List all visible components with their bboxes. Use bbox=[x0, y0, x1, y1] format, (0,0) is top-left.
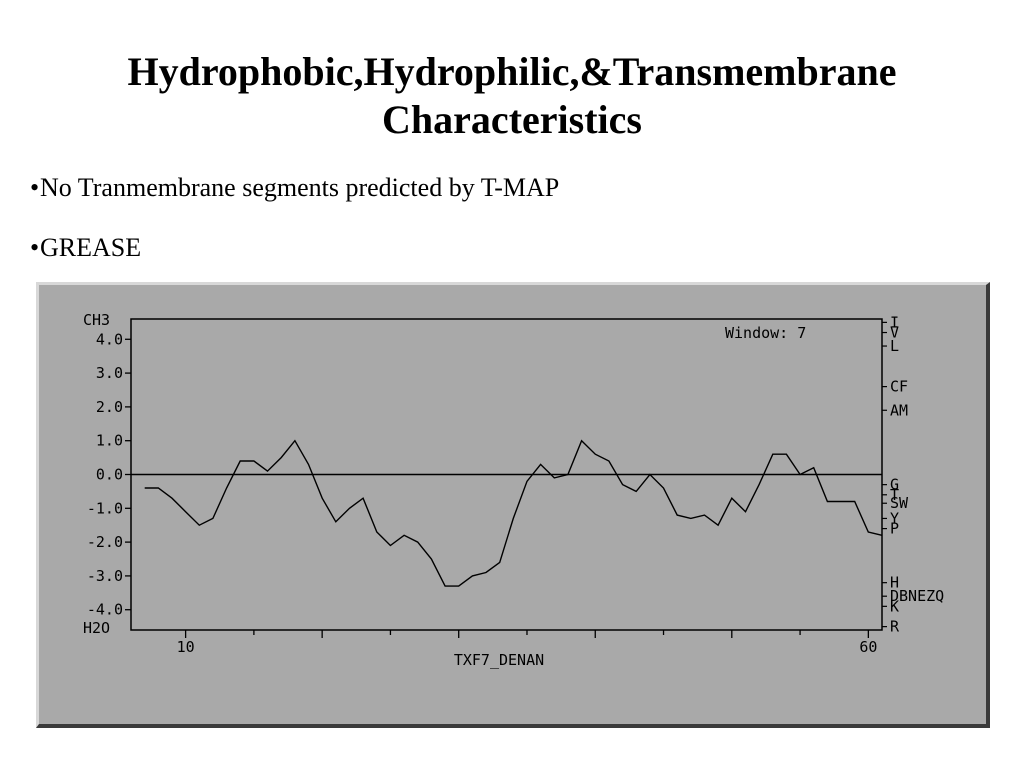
y-tick-label: 0.0 bbox=[96, 466, 123, 484]
y-tick-label: -4.0 bbox=[87, 601, 123, 619]
title-line-1: Hydrophobic,Hydrophilic,&Transmembrane bbox=[127, 49, 897, 94]
bullet-dot-icon: • bbox=[30, 173, 40, 202]
residue-label: H bbox=[890, 574, 899, 592]
bullet-item: •No Tranmembrane segments predicted by T… bbox=[30, 172, 559, 204]
residue-label: R bbox=[890, 618, 900, 636]
title-line-2: Characteristics bbox=[382, 97, 642, 142]
residue-label: V bbox=[890, 324, 899, 342]
hydropathy-plot: Window: 7 CH3 H2O TXF7_DENAN 4.0 3.0 2.0 1.… bbox=[83, 311, 944, 669]
residue-label: CF bbox=[890, 378, 908, 396]
residue-label: P bbox=[890, 520, 899, 538]
window-label: Window: 7 bbox=[725, 324, 806, 342]
residue-label: DBNEZQ bbox=[890, 587, 944, 605]
bullet-text: No Tranmembrane segments predicted by T-… bbox=[40, 173, 560, 202]
y-tick-label: 3.0 bbox=[96, 364, 123, 382]
bullet-item: •GREASE bbox=[30, 232, 559, 264]
bullet-list: •No Tranmembrane segments predicted by T… bbox=[30, 172, 559, 292]
residue-label: G bbox=[890, 476, 899, 494]
x-axis-ticks: 10 60 bbox=[177, 630, 877, 656]
residue-label: T bbox=[890, 486, 899, 504]
residue-label: L bbox=[890, 337, 899, 355]
y-tick-label: 2.0 bbox=[96, 398, 123, 416]
residue-label: Y bbox=[890, 509, 899, 527]
slide-title: Hydrophobic,Hydrophilic,&Transmembrane C… bbox=[0, 48, 1024, 144]
x-axis-label: TXF7_DENAN bbox=[454, 651, 544, 669]
y-tick-label: -3.0 bbox=[87, 567, 123, 585]
y-tick-label: -1.0 bbox=[87, 499, 123, 517]
residue-label: I bbox=[890, 313, 899, 331]
residue-label: K bbox=[890, 597, 899, 615]
y-tick-label: 4.0 bbox=[96, 330, 123, 348]
residue-label: SW bbox=[890, 494, 909, 512]
y-axis-ticks: 4.0 3.0 2.0 1.0 0.0 -1.0 -2.0 -3.0 -4.0 bbox=[87, 330, 131, 619]
x-tick-label: 10 bbox=[177, 638, 195, 656]
hydropathy-plot-panel: Window: 7 CH3 H2O TXF7_DENAN 4.0 3.0 2.0 1.… bbox=[36, 282, 990, 728]
x-tick-label: 60 bbox=[859, 638, 877, 656]
bottom-scale-label: H2O bbox=[83, 619, 110, 637]
bullet-text: GREASE bbox=[40, 233, 142, 262]
hydropathy-series-line bbox=[144, 439, 883, 587]
y-tick-label: 1.0 bbox=[96, 432, 123, 450]
bullet-dot-icon: • bbox=[30, 233, 40, 262]
y-tick-label: -2.0 bbox=[87, 533, 123, 551]
residue-label: AM bbox=[890, 401, 908, 419]
top-scale-label: CH3 bbox=[83, 311, 110, 329]
